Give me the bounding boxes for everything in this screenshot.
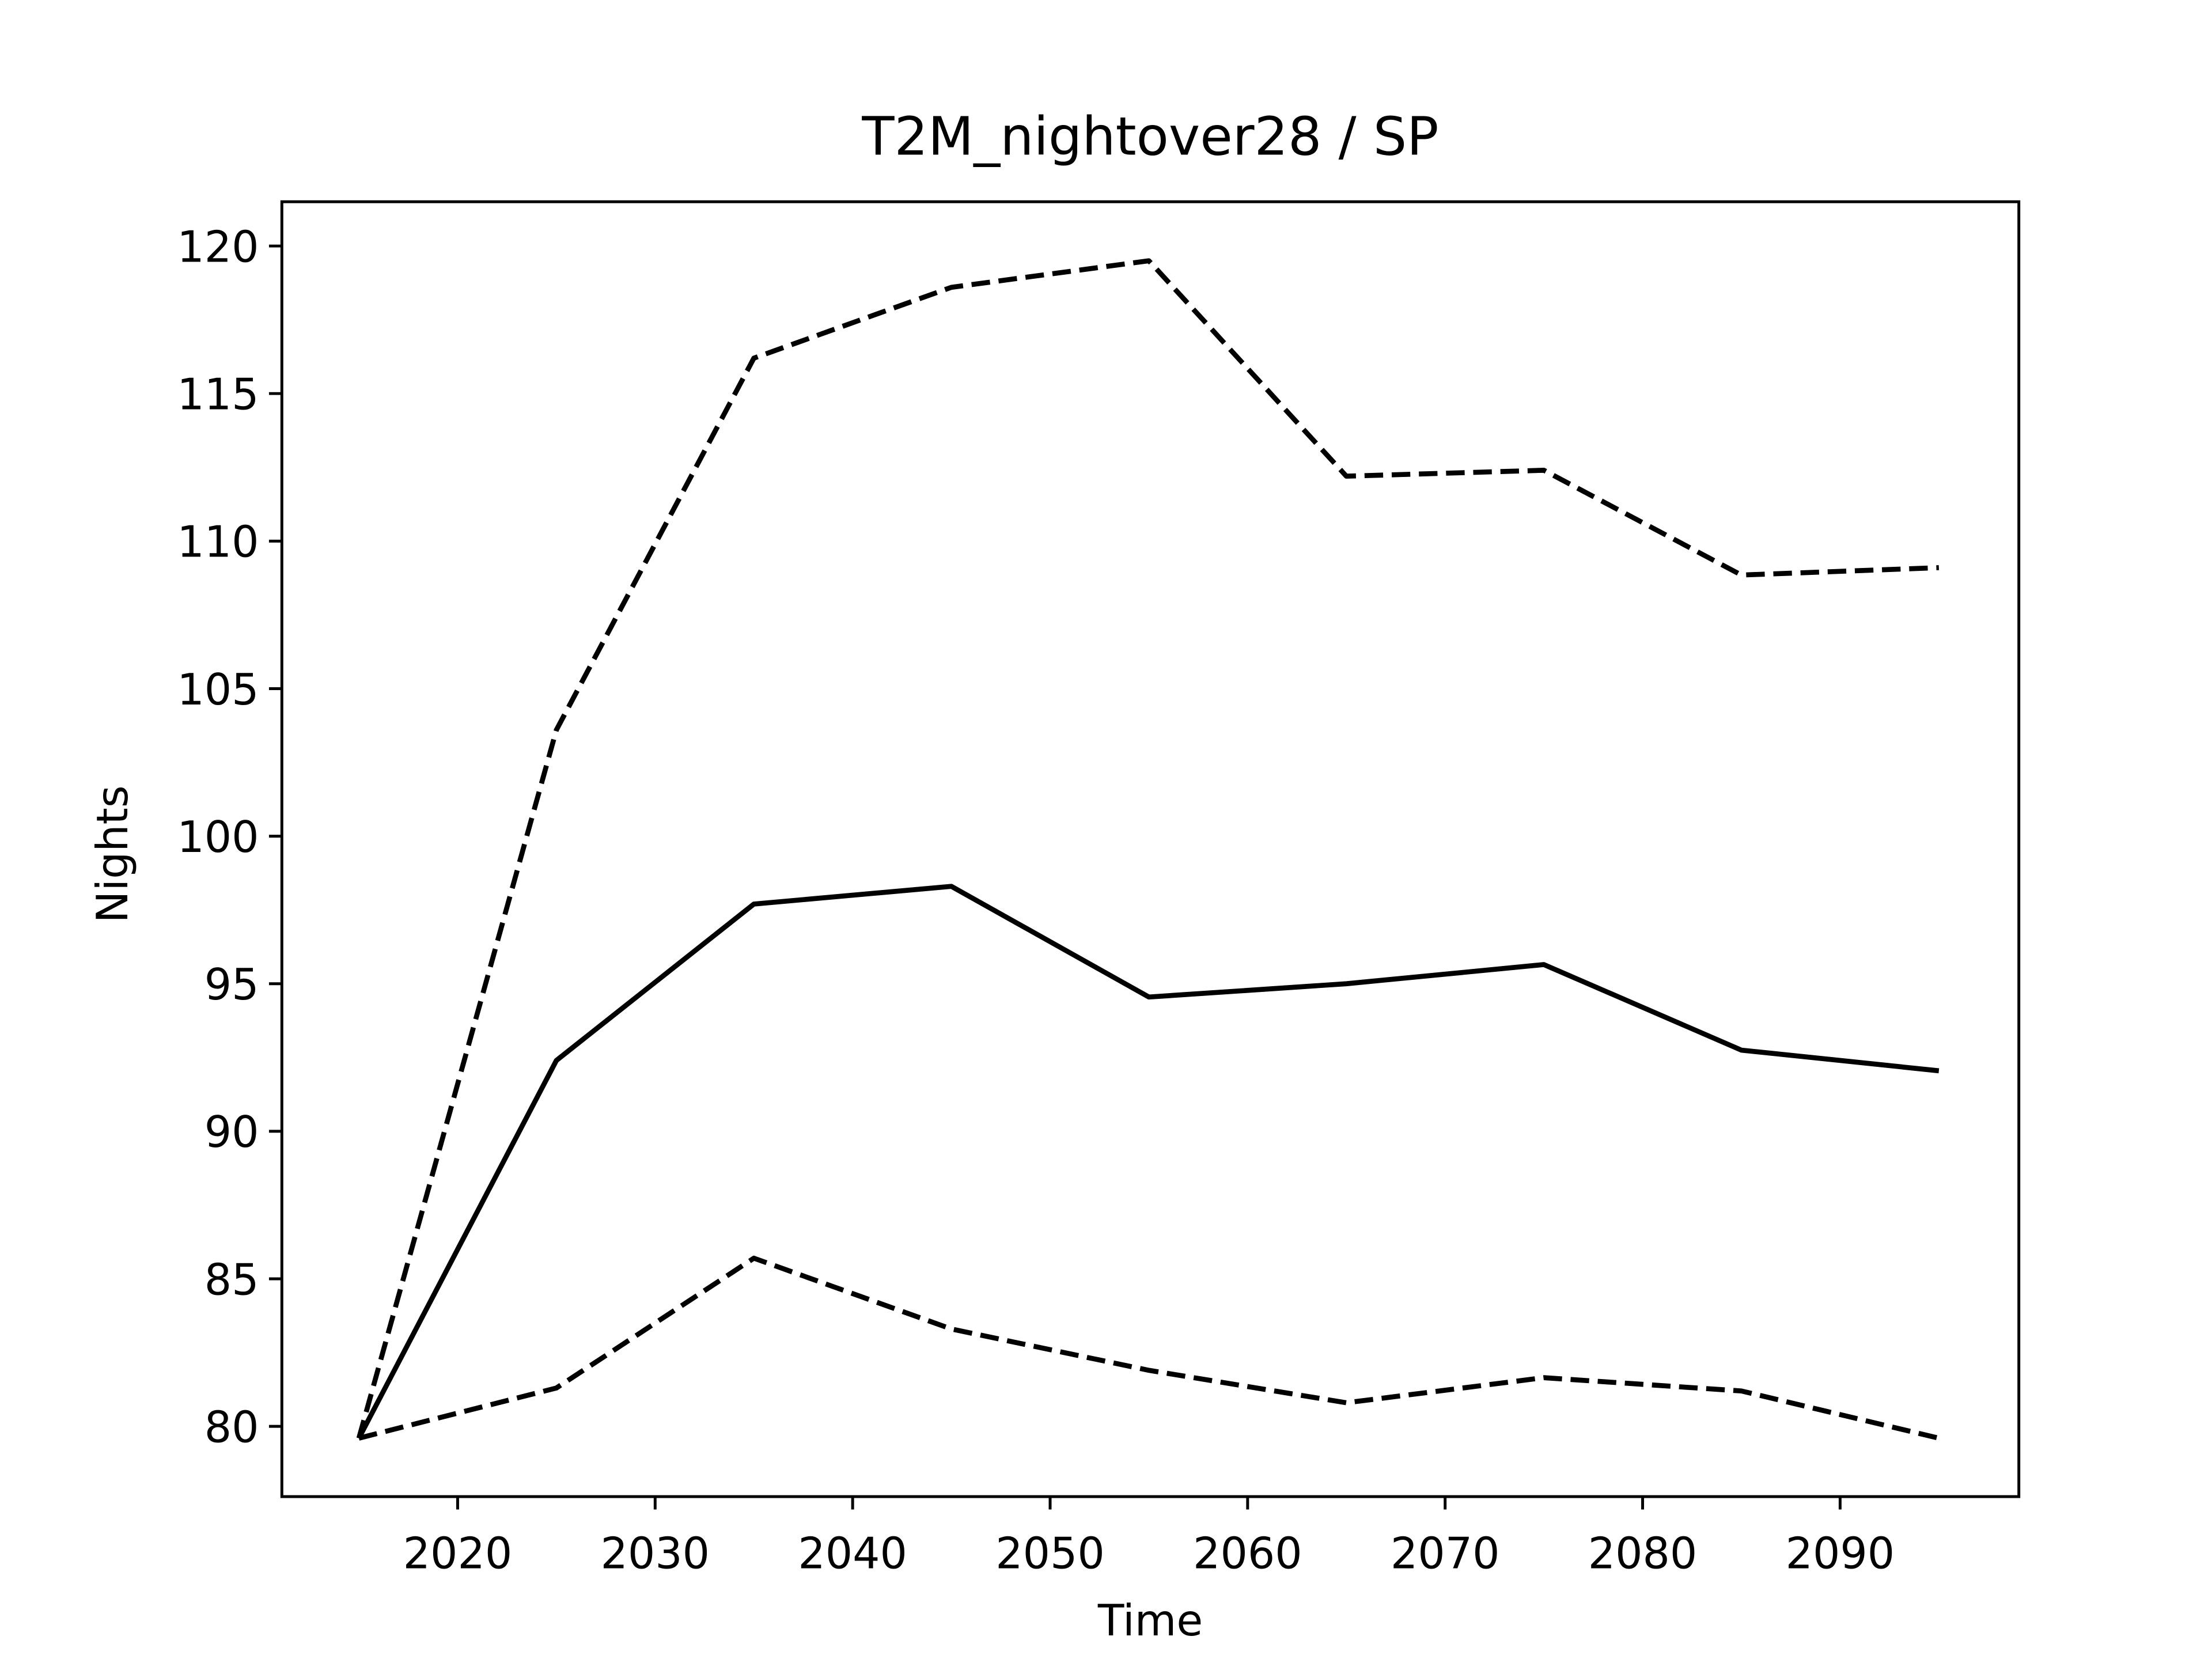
y-tick-label: 110 (177, 517, 259, 567)
y-tick-label: 115 (177, 370, 259, 420)
axes-frame (280, 200, 2021, 1498)
y-tick-label: 95 (204, 960, 259, 1010)
x-tick-label: 2060 (1193, 1528, 1302, 1578)
y-tick-label: 80 (204, 1402, 259, 1452)
series-line (358, 1255, 1940, 1441)
x-tick-label: 2050 (995, 1528, 1105, 1578)
x-tick-label: 2080 (1588, 1528, 1698, 1578)
x-tick-label: 2020 (403, 1528, 513, 1578)
x-tick-label: 2090 (1786, 1528, 1895, 1578)
x-axis-label: Time (1097, 1596, 1203, 1646)
series-line (357, 884, 1940, 1440)
chart-title: T2M_nightover28 / SP (861, 105, 1438, 167)
y-tick-label: 85 (204, 1255, 259, 1305)
y-tick-label: 90 (204, 1107, 259, 1157)
x-tick-label: 2040 (798, 1528, 907, 1578)
y-tick-label: 100 (177, 812, 259, 862)
y-axis-label: Nights (88, 785, 138, 923)
series-line (356, 258, 1939, 1439)
x-tick-label: 2070 (1391, 1528, 1500, 1578)
y-tick-label: 105 (177, 665, 259, 715)
x-tick-label: 2030 (600, 1528, 710, 1578)
y-tick-label: 120 (177, 222, 259, 272)
